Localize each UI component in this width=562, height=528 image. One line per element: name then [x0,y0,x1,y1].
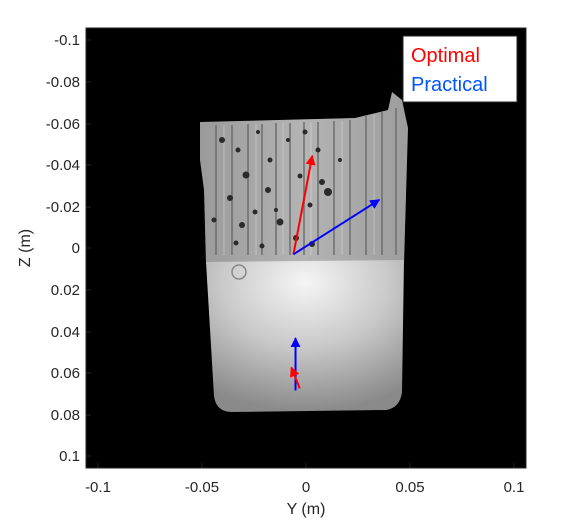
legend-box [402,35,518,103]
y-tick-label: 0.02 [51,282,80,299]
y-tick-label: -0.06 [46,116,80,133]
x-tick-label: -0.05 [185,479,219,496]
specimen-image [200,92,408,412]
y-tick-label: 0.04 [51,324,80,341]
y-tick-label: -0.08 [46,74,80,91]
y-axis-label: Z (m) [17,229,34,267]
practical-arrow-upper [292,198,381,256]
y-tick-label: 0.08 [51,407,80,424]
legend-label-practical: Practical [411,74,488,96]
x-tick-label: 0 [302,479,310,496]
x-axis-label: Y (m) [287,501,326,518]
optimal-arrow-lower [290,366,301,389]
optimal-arrow-upper [292,154,316,255]
y-tick-label: 0 [72,240,80,257]
legend: Optimal Practical [402,35,518,103]
y-tick-label: 0.06 [51,365,80,382]
y-tick-label: -0.04 [46,157,80,174]
legend-label-optimal: Optimal [411,45,480,67]
y-tick-label: -0.02 [46,199,80,216]
x-tick-label: 0.05 [395,479,424,496]
x-tick-label: 0.1 [504,479,525,496]
x-axis: -0.1 -0.05 0 0.05 0.1 Y (m) [85,463,524,518]
y-tick-label: -0.1 [54,32,80,49]
x-tick-label: -0.1 [85,479,111,496]
arrow-layer [290,154,381,391]
y-axis: -0.1 -0.08 -0.06 -0.04 -0.02 0 0.02 0.04… [17,32,91,465]
y-tick-label: 0.1 [59,448,80,465]
